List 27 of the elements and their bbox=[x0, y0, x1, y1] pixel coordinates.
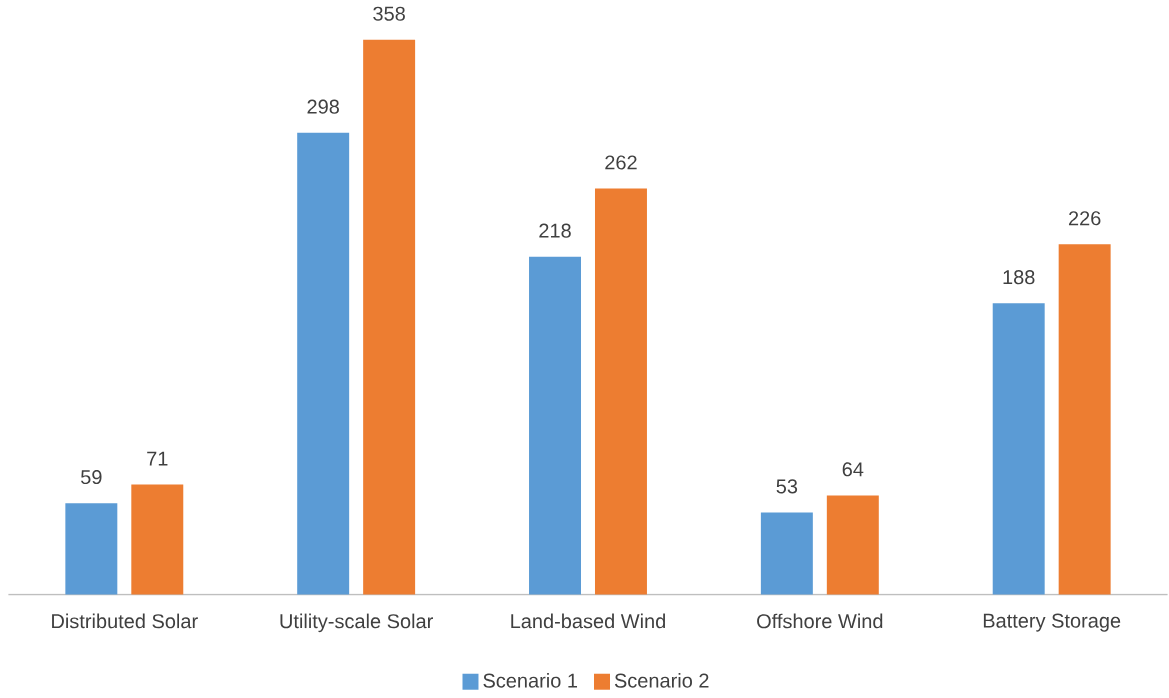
bar bbox=[760, 512, 813, 595]
legend-label: Scenario 1 bbox=[483, 672, 578, 688]
x-tick-label: Offshore Wind bbox=[757, 613, 883, 629]
data-label: 53 bbox=[776, 479, 798, 494]
bar bbox=[297, 132, 350, 595]
x-tick-label: Battery Storage bbox=[983, 613, 1121, 632]
data-label: 298 bbox=[307, 99, 339, 114]
bar bbox=[363, 39, 416, 595]
data-label: 59 bbox=[81, 469, 102, 484]
x-tick-label: Utility-scale Solar bbox=[280, 613, 433, 633]
x-tick-label: Distributed Solar bbox=[52, 613, 198, 629]
bar bbox=[826, 495, 879, 595]
bar bbox=[65, 502, 118, 595]
data-label: 226 bbox=[1068, 210, 1101, 226]
data-label: 64 bbox=[842, 462, 864, 477]
bar bbox=[131, 484, 184, 595]
data-label: 262 bbox=[605, 155, 637, 170]
data-label: 218 bbox=[539, 223, 571, 238]
bar bbox=[992, 303, 1045, 595]
data-label: 71 bbox=[147, 451, 168, 466]
bar bbox=[529, 256, 581, 595]
data-label: 358 bbox=[373, 6, 405, 21]
bar bbox=[594, 188, 647, 595]
x-tick-label: Land-based Wind bbox=[511, 613, 665, 629]
bar bbox=[1058, 244, 1111, 595]
data-label: 188 bbox=[1003, 269, 1035, 285]
legend-label: Scenario 2 bbox=[614, 672, 709, 688]
